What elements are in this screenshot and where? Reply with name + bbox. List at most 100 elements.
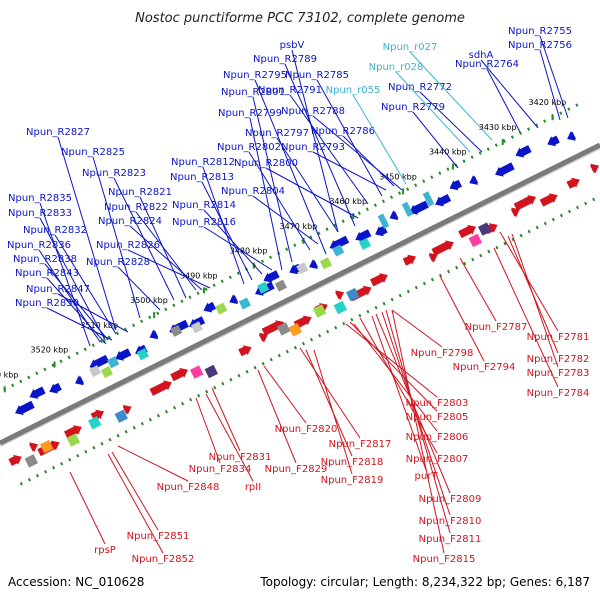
reverse-gene-arrow [329, 235, 350, 250]
reverse-feature-block [215, 302, 228, 315]
reverse-gene-label: Npun_R2788 [281, 106, 345, 117]
forward-gene-label: Npun_F2807 [406, 454, 469, 465]
forward-gene-label: Npun_F2820 [275, 424, 338, 435]
forward-feature-block [345, 287, 360, 302]
reverse-label-leader [248, 151, 311, 251]
kbp-tick-label: 3520 kbp [31, 346, 69, 355]
reverse-feature-block [358, 237, 371, 250]
map-title: Nostoc punctiforme PCC 73102, complete g… [135, 11, 465, 26]
forward-label-leader [117, 445, 189, 482]
forward-gene-arrow [29, 442, 38, 453]
reverse-label-leader [38, 249, 101, 343]
kbp-tick-label: 3440 kbp [429, 148, 467, 157]
kbp-tick-label: 3450 kbp [379, 172, 417, 181]
reverse-label-leader [539, 49, 561, 121]
reverse-feature-block [89, 365, 102, 378]
reverse-gene-arrow [547, 135, 560, 147]
reverse-feature-block [170, 324, 183, 337]
forward-tick-line [19, 194, 600, 486]
reverse-gene-label: Npun_R2843 [15, 268, 79, 279]
reverse-label-leader [203, 226, 273, 271]
rna-label-leader [352, 94, 407, 185]
reverse-feature-block [332, 244, 345, 257]
reverse-label-leader [276, 137, 339, 233]
rna-feature-block [377, 213, 390, 229]
reverse-gene-label: Npun_R2816 [172, 217, 236, 228]
reverse-label-leader [342, 135, 395, 187]
forward-gene-label: Npun_F2817 [329, 439, 392, 450]
kbp-tick-label: 3480 kbp [230, 247, 268, 256]
reverse-gene-arrow [389, 210, 399, 221]
reverse-gene-label: Npun_R2850 [15, 298, 79, 309]
forward-gene-arrow [590, 163, 599, 174]
reverse-gene-label: Npun_R2833 [8, 208, 72, 219]
forward-label-leader [371, 315, 427, 471]
forward-feature-block [87, 416, 102, 430]
reverse-feature-block [274, 279, 287, 292]
reverse-gene-arrow [567, 131, 576, 141]
reverse-label-leader [252, 195, 319, 245]
reverse-label-leader [54, 234, 117, 335]
forward-gene-label: Npun_F2811 [419, 534, 482, 545]
reverse-gene-label: Npun_R2772 [388, 82, 452, 93]
reverse-gene-label: Npun_R2835 [8, 193, 72, 204]
forward-gene-label: purT [415, 471, 439, 482]
reverse-label-leader [203, 209, 263, 275]
rna-gene-label: Npun_r027 [383, 42, 438, 53]
reverse-gene-label: psbV [280, 40, 305, 51]
rna-feature-block [401, 201, 414, 217]
rna-label-leader [395, 71, 471, 153]
forward-gene-label: Npun_F2852 [132, 554, 195, 565]
rna-feature-block [422, 191, 435, 207]
reverse-gene-label: Npun_R2764 [455, 59, 519, 70]
reverse-feature-block [136, 348, 149, 361]
forward-feature-block [39, 439, 54, 454]
forward-gene-arrow [8, 454, 22, 466]
forward-gene-label: Npun_F2783 [527, 368, 590, 379]
reverse-gene-arrow [89, 354, 110, 370]
forward-gene-label: Npun_F2834 [189, 464, 252, 475]
reverse-gene-label: Npun_R2793 [281, 142, 345, 153]
forward-gene-label: Npun_F2781 [527, 332, 590, 343]
forward-gene-arrow [149, 380, 172, 396]
kbp-tick-label: 3460 kbp [329, 197, 367, 206]
forward-label-leader [439, 275, 485, 362]
forward-gene-label: Npun_F2787 [465, 322, 528, 333]
reverse-label-leader [291, 49, 339, 233]
reverse-gene-arrow [309, 259, 318, 269]
forward-gene-arrow [510, 207, 520, 218]
reverse-gene-label: Npun_R2756 [508, 40, 572, 51]
forward-gene-arrow [335, 290, 344, 301]
reverse-gene-arrow [75, 375, 84, 386]
forward-feature-block [114, 409, 129, 423]
reverse-gene-label: Npun_R2755 [508, 26, 572, 37]
reverse-gene-label: Npun_R2797 [245, 128, 309, 139]
forward-label-leader [391, 309, 443, 348]
forward-label-leader [511, 233, 559, 368]
reverse-gene-label: Npun_R2779 [381, 102, 445, 113]
forward-label-leader [205, 393, 254, 482]
reverse-gene-label: Npun_R2847 [26, 284, 90, 295]
forward-label-leader [345, 323, 438, 398]
forward-feature-block [204, 364, 219, 379]
forward-gene-arrow [238, 345, 252, 357]
reverse-gene-arrow [495, 162, 515, 177]
forward-gene-arrow [458, 224, 476, 239]
reverse-gene-label: Npun_R2795 [223, 70, 287, 81]
forward-feature-block [66, 433, 81, 447]
reverse-gene-label: Npun_R2804 [221, 186, 285, 197]
forward-gene-label: Npun_F2794 [453, 362, 516, 373]
genome-summary-text: Topology: circular; Length: 8,234,322 bp… [259, 575, 590, 589]
forward-label-leader [107, 453, 164, 554]
genome-backbone [0, 142, 600, 447]
forward-gene-label: Npun_F2803 [406, 398, 469, 409]
reverse-gene-label: sdhA [469, 50, 494, 61]
reverse-feature-block [257, 281, 270, 294]
reverse-gene-label: Npun_R2786 [311, 126, 375, 137]
rna-gene-label: Npun_r055 [326, 85, 381, 96]
forward-gene-label: rpsP [94, 545, 116, 556]
forward-gene-label: Npun_F2805 [406, 412, 469, 423]
reverse-gene-label: Npun_R2789 [253, 54, 317, 65]
